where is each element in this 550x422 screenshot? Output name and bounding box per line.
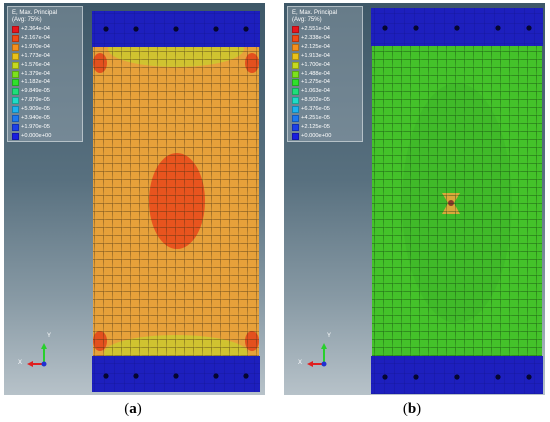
legend-value: +9.849e-05 xyxy=(21,88,50,95)
legend-swatch xyxy=(292,88,299,96)
legend-b: E, Max. Principal (Avg: 75%) +2.551e-04 +… xyxy=(287,6,363,142)
legend-value: +1.913e-04 xyxy=(301,52,330,59)
legend-title: E, Max. Principal xyxy=(292,10,338,16)
legend-swatch xyxy=(292,115,299,122)
legend-value: +1.576e-04 xyxy=(21,61,50,68)
legend-swatch xyxy=(12,97,19,105)
legend-swatch xyxy=(292,70,299,78)
legend-value: +3.940e-05 xyxy=(21,115,50,121)
legend-value: +2.364e-04 xyxy=(21,26,50,32)
axis-triad xyxy=(307,343,327,367)
legend-swatch xyxy=(292,123,299,131)
legend-swatch xyxy=(12,132,19,140)
axis-y-label: Y xyxy=(327,333,332,339)
legend-value: +1.275e-04 xyxy=(301,79,330,86)
legend-swatch xyxy=(12,115,19,122)
bolt-holes xyxy=(382,25,532,380)
legend-value: +6.376e-05 xyxy=(301,106,330,113)
legend-value: +1.700e-04 xyxy=(301,61,330,68)
legend-value: +4.251e-05 xyxy=(301,115,330,121)
legend-swatch xyxy=(292,61,299,69)
legend-swatch xyxy=(292,97,299,105)
bolt-holes xyxy=(103,26,249,379)
legend-swatch xyxy=(12,43,19,51)
legend-a: E, Max. Principal (Avg: 75%) +2.364e-04 +… xyxy=(7,6,83,142)
legend-value: +2.167e-04 xyxy=(21,34,50,41)
axis-y-label: Y xyxy=(47,333,52,339)
legend-subtitle: (Avg: 75%) xyxy=(292,17,322,23)
caption-a: (a) xyxy=(124,401,142,417)
mesh-overlay xyxy=(372,45,542,358)
legend-value: +1.182e-04 xyxy=(21,79,50,86)
legend-swatch xyxy=(12,79,19,87)
caption-b: (b) xyxy=(402,401,422,417)
legend-value: +1.063e-04 xyxy=(301,88,330,95)
legend-value: +0.000e+00 xyxy=(301,132,332,139)
panel-a-viewport: E, Max. Principal (Avg: 75%) +2.364e-04 +… xyxy=(4,3,265,395)
legend-value: +2.125e-05 xyxy=(301,123,330,130)
legend-value: +1.773e-04 xyxy=(21,52,50,59)
axis-x-label: X xyxy=(18,360,23,366)
legend-swatch xyxy=(12,34,19,42)
axis-triad xyxy=(27,343,47,367)
caption-a-letter: a xyxy=(129,401,137,417)
caption-b-letter: b xyxy=(407,401,417,417)
legend-value: +2.125e-04 xyxy=(301,43,330,50)
legend-swatch xyxy=(292,43,299,51)
legend-value: +1.379e-04 xyxy=(21,70,50,77)
legend-value: +2.551e-04 xyxy=(301,26,330,32)
legend-swatch xyxy=(292,26,299,33)
legend-swatch xyxy=(12,26,19,33)
axis-x-label: X xyxy=(298,360,303,366)
legend-value: +5.909e-05 xyxy=(21,106,50,113)
legend-swatch xyxy=(292,52,299,60)
legend-swatch xyxy=(292,79,299,87)
legend-swatch xyxy=(292,106,299,114)
legend-swatch xyxy=(12,106,19,114)
legend-swatch xyxy=(12,123,19,131)
legend-swatch xyxy=(12,70,19,78)
legend-swatch xyxy=(12,52,19,60)
legend-swatch xyxy=(12,88,19,96)
legend-swatch xyxy=(292,34,299,42)
legend-value: +1.970e-04 xyxy=(21,43,50,50)
legend-swatch xyxy=(292,132,299,140)
panel-b-viewport: E, Max. Principal (Avg: 75%) +2.551e-04 +… xyxy=(284,3,545,395)
legend-value: +7.879e-05 xyxy=(21,97,50,104)
specimen-b xyxy=(307,8,543,394)
legend-value: +0.000e+00 xyxy=(21,132,52,139)
legend-value: +1.970e-05 xyxy=(21,123,50,130)
legend-subtitle: (Avg: 75%) xyxy=(12,17,42,23)
legend-value: +2.338e-04 xyxy=(301,34,330,41)
mesh-overlay xyxy=(93,45,259,358)
legend-value: +1.488e-04 xyxy=(301,70,330,77)
legend-value: +8.502e-05 xyxy=(301,97,330,104)
specimen-a xyxy=(27,11,260,392)
legend-title: E, Max. Principal xyxy=(12,10,58,16)
legend-swatch xyxy=(12,61,19,69)
